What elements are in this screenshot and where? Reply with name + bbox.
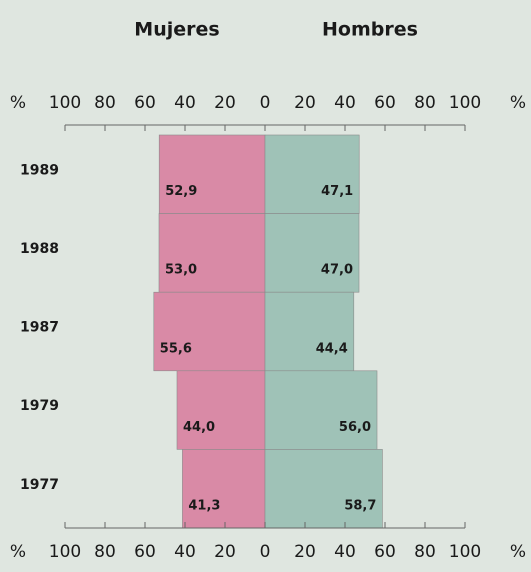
x-tick-label: 100 bbox=[449, 542, 481, 562]
series-title: Hombres bbox=[322, 19, 418, 41]
bar bbox=[182, 449, 265, 528]
value-label: 58,7 bbox=[344, 498, 376, 513]
x-tick-label: 40 bbox=[174, 93, 196, 113]
axis-unit: % bbox=[510, 542, 526, 562]
bar bbox=[159, 135, 265, 214]
x-tick-label: 20 bbox=[214, 542, 236, 562]
value-label: 47,0 bbox=[321, 263, 353, 278]
bar bbox=[177, 371, 265, 450]
value-label: 41,3 bbox=[188, 498, 220, 513]
value-label: 47,1 bbox=[321, 184, 353, 199]
bar bbox=[265, 371, 377, 450]
series-title: Mujeres bbox=[134, 19, 219, 41]
bar bbox=[265, 135, 359, 214]
x-tick-label: 60 bbox=[374, 93, 396, 113]
category-label: 1987 bbox=[20, 320, 59, 336]
x-tick-label: 100 bbox=[49, 93, 81, 113]
x-tick-label: 0 bbox=[260, 542, 271, 562]
page: {"chart_data": {"type": "butterfly-bar",… bbox=[0, 0, 531, 572]
category-label: 1977 bbox=[20, 477, 59, 493]
x-tick-label: 20 bbox=[294, 542, 316, 562]
x-tick-label: 100 bbox=[49, 542, 81, 562]
bar bbox=[265, 214, 359, 293]
category-label: 1979 bbox=[20, 398, 59, 414]
x-tick-label: 80 bbox=[414, 93, 436, 113]
x-tick-label: 40 bbox=[334, 93, 356, 113]
category-label: 1989 bbox=[20, 162, 59, 178]
bar bbox=[265, 292, 354, 371]
x-tick-label: 80 bbox=[94, 542, 116, 562]
axis-unit: % bbox=[10, 93, 26, 113]
value-label: 52,9 bbox=[165, 184, 197, 199]
chart: Mujeres Hombres 1989 52,9 47,1 1988 53,0 47,0 19… bbox=[0, 0, 531, 572]
value-label: 56,0 bbox=[339, 420, 371, 435]
bar bbox=[265, 449, 382, 528]
bar bbox=[154, 292, 265, 371]
axis-unit: % bbox=[10, 542, 26, 562]
x-tick-label: 60 bbox=[134, 542, 156, 562]
x-tick-label: 20 bbox=[294, 93, 316, 113]
x-tick-label: 40 bbox=[334, 542, 356, 562]
value-label: 44,4 bbox=[316, 341, 348, 356]
x-tick-label: 80 bbox=[94, 93, 116, 113]
x-tick-label: 0 bbox=[260, 93, 271, 113]
value-label: 55,6 bbox=[160, 341, 192, 356]
x-tick-label: 60 bbox=[374, 542, 396, 562]
category-label: 1988 bbox=[20, 241, 59, 257]
x-tick-label: 20 bbox=[214, 93, 236, 113]
x-tick-label: 60 bbox=[134, 93, 156, 113]
bar bbox=[159, 214, 265, 293]
value-label: 53,0 bbox=[165, 263, 197, 278]
x-tick-label: 40 bbox=[174, 542, 196, 562]
axis-unit: % bbox=[510, 93, 526, 113]
x-tick-label: 100 bbox=[449, 93, 481, 113]
x-tick-label: 80 bbox=[414, 542, 436, 562]
value-label: 44,0 bbox=[183, 420, 215, 435]
